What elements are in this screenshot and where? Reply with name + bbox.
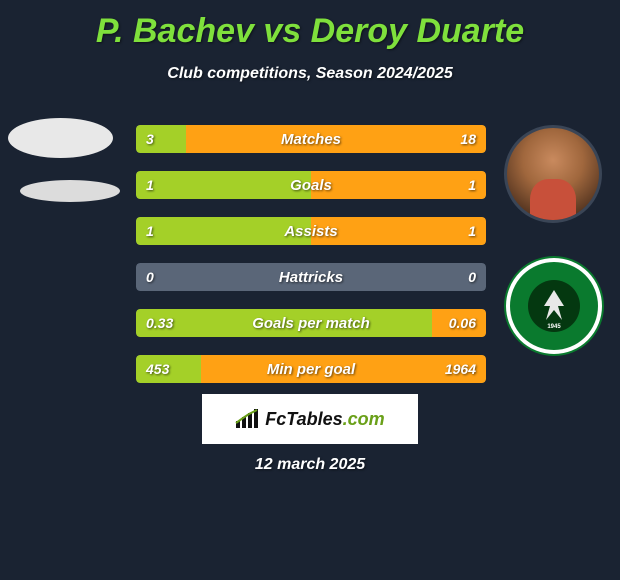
player-left-avatar — [8, 118, 113, 158]
stat-row: 4531964Min per goal — [136, 355, 486, 383]
stat-label: Hattricks — [136, 263, 486, 291]
brand-chart-icon — [235, 409, 259, 429]
stat-label: Min per goal — [136, 355, 486, 383]
player-right-avatar — [504, 125, 602, 223]
stat-row: 318Matches — [136, 125, 486, 153]
player-right-club-badge: 1945 — [506, 258, 602, 354]
stat-label: Matches — [136, 125, 486, 153]
stats-bars: 318Matches 11Goals 11Assists 00Hattricks 0.3… — [136, 125, 486, 401]
stat-row: 11Assists — [136, 217, 486, 245]
stat-row: 00Hattricks — [136, 263, 486, 291]
comparison-subtitle: Club competitions, Season 2024/2025 — [0, 65, 620, 83]
stat-row: 0.330.06Goals per match — [136, 309, 486, 337]
comparison-title: P. Bachev vs Deroy Duarte — [0, 0, 620, 51]
brand-text: FcTables.com — [265, 409, 384, 430]
stat-row: 11Goals — [136, 171, 486, 199]
footer-date: 12 march 2025 — [0, 456, 620, 474]
player-left-club-badge — [20, 180, 120, 202]
brand-attribution[interactable]: FcTables.com — [202, 394, 418, 444]
svg-text:1945: 1945 — [547, 324, 561, 330]
stat-label: Assists — [136, 217, 486, 245]
stat-label: Goals per match — [136, 309, 486, 337]
eagle-icon: 1945 — [524, 276, 584, 336]
stat-label: Goals — [136, 171, 486, 199]
